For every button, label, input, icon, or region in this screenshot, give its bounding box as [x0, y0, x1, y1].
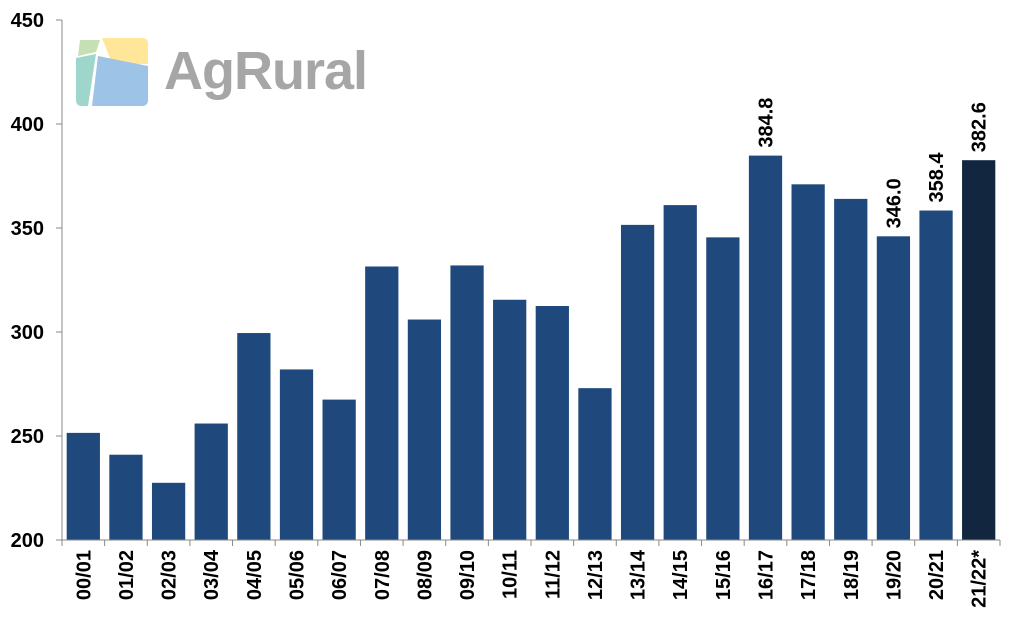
y-axis-ticks: 200 250 300 350 400 450	[11, 10, 62, 552]
x-category-label: 01/02	[116, 550, 138, 600]
x-category-label: 04/05	[244, 550, 266, 600]
bar-21-22-	[962, 160, 996, 540]
x-category-label: 08/09	[414, 550, 436, 600]
x-category-label: 09/10	[457, 550, 479, 600]
brand-name: AgRural	[164, 41, 368, 101]
data-label: 346.0	[883, 178, 905, 228]
bar-11-12	[535, 306, 569, 540]
bar-10-11	[493, 299, 527, 540]
bar-20-21	[919, 210, 953, 540]
x-category-label: 17/18	[798, 550, 820, 600]
bar-04-05	[237, 333, 271, 540]
data-labels: 384.8 346.0 358.4 382.6	[756, 98, 991, 229]
x-category-label: 10/11	[500, 550, 522, 599]
bar-19-20	[876, 236, 911, 540]
x-category-label: 15/16	[713, 550, 735, 600]
agrural-logo-mark	[76, 38, 148, 106]
x-category-label: 07/08	[372, 550, 394, 600]
x-category-label: 21/22*	[969, 550, 991, 608]
bar-17-18	[791, 184, 825, 540]
y-tick-label: 350	[11, 218, 44, 240]
x-category-label: 12/13	[585, 550, 607, 600]
bar-16-17	[748, 155, 783, 540]
y-tick-label: 200	[11, 530, 44, 552]
bar-08-09	[407, 319, 442, 540]
x-category-label: 18/19	[841, 550, 863, 600]
y-tick-label: 250	[11, 426, 44, 448]
y-tick-label: 300	[11, 322, 44, 344]
x-category-label: 02/03	[159, 550, 181, 600]
bar-13-14	[620, 224, 655, 540]
bar-18-19	[834, 198, 868, 540]
data-label: 384.8	[756, 98, 778, 148]
x-category-label: 05/06	[287, 550, 309, 600]
x-category-label: 06/07	[329, 550, 351, 600]
x-category-label: 13/14	[628, 549, 650, 600]
bars	[66, 155, 996, 541]
bar-06-07	[322, 399, 356, 540]
x-category-label: 03/04	[201, 549, 223, 600]
bar-12-13	[578, 388, 612, 540]
bar-15-16	[706, 237, 740, 541]
bar-02-03	[151, 482, 186, 540]
x-category-label: 16/17	[756, 550, 778, 600]
x-category-label: 14/15	[670, 550, 692, 600]
bar-05-06	[279, 369, 314, 540]
bar-01-02	[109, 454, 143, 540]
bar-03-04	[194, 423, 228, 540]
x-category-label: 19/20	[883, 550, 905, 600]
bar-07-08	[365, 266, 399, 540]
x-category-label: 20/21	[926, 550, 948, 600]
agrural-logo: AgRural	[72, 34, 392, 114]
bar-14-15	[663, 205, 697, 540]
data-label: 382.6	[969, 102, 991, 152]
data-label: 358.4	[926, 152, 948, 203]
y-tick-label: 400	[11, 114, 44, 136]
x-axis-categories: 00/01 01/02 02/03 03/04 04/05 05/06 06/07 07/08…	[61, 540, 1001, 608]
x-category-label: 00/01	[73, 550, 95, 600]
x-category-label: 11/12	[542, 550, 564, 599]
y-tick-label: 450	[11, 10, 44, 32]
bar-09-10	[450, 265, 484, 540]
bar-00-01	[66, 432, 100, 540]
